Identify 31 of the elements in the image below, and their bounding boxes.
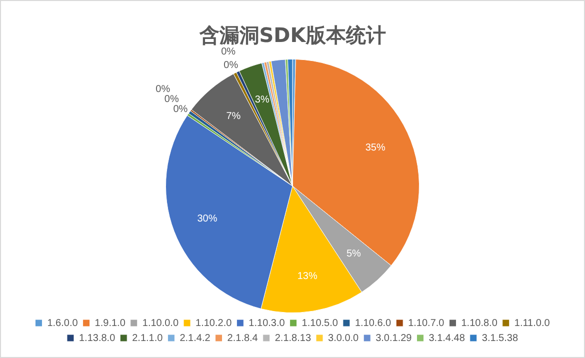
legend-label: 3.1.5.38: [482, 332, 518, 344]
legend-label: 1.10.6.0: [354, 318, 392, 329]
data-label: 0%: [221, 46, 236, 58]
data-label: 3%: [254, 94, 270, 106]
legend-label: 3.0.1.29: [376, 332, 412, 344]
legend-label: 1.13.8.0: [78, 332, 116, 344]
data-label: 30%: [197, 213, 218, 224]
legend-label: 1.9.1.0: [94, 318, 126, 329]
data-label: 5%: [346, 248, 362, 260]
data-label: 13%: [297, 270, 318, 282]
legend-label: 2.1.8.4: [227, 332, 258, 344]
data-label: 7%: [226, 111, 241, 122]
legend-label: 2.1.8.13: [274, 332, 312, 344]
legend-label: 1.10.7.0: [408, 318, 445, 329]
legend-label: 1.10.8.0: [461, 318, 498, 329]
legend-label: 1.10.2.0: [196, 318, 232, 329]
legend-label: 2.1.4.2: [180, 332, 211, 344]
data-label: 0%: [173, 104, 188, 116]
data-label: 35%: [365, 142, 386, 154]
data-label: 0%: [156, 84, 170, 96]
legend-label: 1.10.3.0: [248, 318, 286, 329]
legend-label: 1.6.0.0: [47, 318, 78, 329]
legend-label: 2.1.1.0: [132, 332, 164, 344]
data-label: 0%: [224, 60, 238, 71]
legend-label: 1.10.0.0: [142, 318, 179, 329]
legend-label: 1.10.5.0: [302, 318, 338, 329]
legend-label: 3.0.0.0: [328, 332, 360, 344]
legend-label: 1.11.0.0: [514, 318, 550, 329]
legend-label: 3.1.4.48: [428, 332, 466, 344]
chart-title: 含漏洞SDK版本统计: [198, 23, 386, 48]
data-label: 0%: [164, 94, 179, 106]
